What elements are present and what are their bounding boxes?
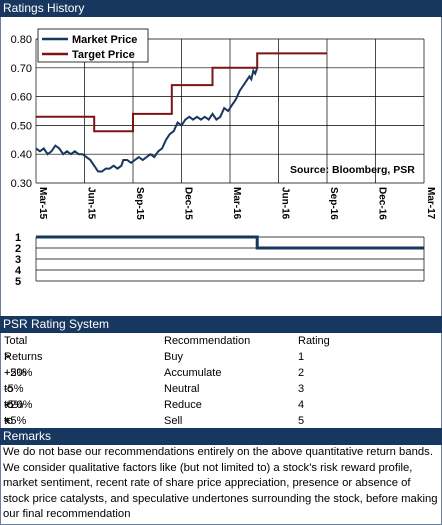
rating-line: [36, 235, 424, 250]
x-tick-label: Sep-15: [134, 187, 145, 220]
y-tick-label: 0.30: [11, 178, 32, 190]
legend-market-label: Market Price: [72, 34, 137, 46]
x-tick-label: Mar-16: [231, 187, 242, 220]
legend-target-label: Target Price: [72, 49, 135, 61]
returns-cell: -5% to +5%: [4, 383, 27, 427]
x-tick-label: Dec-16: [377, 187, 388, 220]
x-tick-label: Jun-16: [280, 187, 291, 220]
x-tick-label: Sep-16: [328, 187, 339, 220]
market-price-line: [35, 67, 259, 173]
recommendation-cell: Buy: [164, 351, 183, 363]
source-annotation: Source: Bloomberg, PSR: [290, 164, 415, 176]
y-tick-label: 0.80: [11, 34, 32, 46]
legend-box: [37, 28, 149, 63]
rating-cell: 2: [298, 367, 305, 379]
rating-cell: 5: [298, 415, 305, 427]
price-grid: [35, 38, 425, 184]
returns-cell: > +20%: [4, 351, 33, 379]
psr-rating-system-header: PSR Rating System: [0, 316, 442, 333]
rating-cell: 1: [298, 351, 305, 363]
y-tick-label: 0.60: [11, 92, 32, 104]
chart-legend: Market Price Target Price: [37, 28, 149, 63]
rating-y-label: 5: [15, 276, 21, 288]
recommendation-cell: Reduce: [164, 399, 202, 411]
target-price-line: [36, 52, 327, 133]
header-recommendation: Recommendation: [164, 335, 251, 347]
rating-cell: 4: [298, 399, 305, 411]
rating-y-label: 4: [15, 265, 22, 277]
header-rating: Rating: [298, 335, 330, 347]
rating-y-label: 2: [15, 243, 21, 255]
remarks-text: We do not base our recommendations entir…: [3, 446, 438, 521]
x-tick-label: Mar-15: [37, 187, 48, 220]
returns-cell: +5% to +20%: [4, 367, 33, 411]
recommendation-cell: Sell: [164, 415, 183, 427]
x-tick-label: Jun-15: [86, 187, 97, 220]
recommendation-cell: Neutral: [164, 383, 200, 395]
y-tick-label: 0.70: [11, 63, 32, 75]
price-x-axis: Mar-15 Jun-15 Sep-15 Dec-15 Mar-16 Jun-16 Sep-…: [37, 187, 436, 220]
x-tick-label: Dec-15: [183, 187, 194, 220]
price-chart: 0.30 0.40 0.50 0.60 0.70 0.80 Mar-15 Jun-15 Sep…: [11, 28, 436, 288]
recommendation-cell: Accumulate: [164, 367, 222, 379]
rating-cell: 3: [298, 383, 305, 395]
price-y-axis: 0.30 0.40 0.50 0.60 0.70 0.80: [11, 34, 32, 190]
header-total-returns: Total Returns: [4, 335, 43, 363]
y-tick-label: 0.40: [11, 149, 32, 161]
x-tick-label: Mar-17: [425, 187, 436, 220]
remarks-header: Remarks: [0, 428, 442, 445]
rating-y-label: 3: [15, 254, 21, 266]
rating-y-label: 1: [15, 232, 21, 244]
y-tick-label: 0.50: [11, 120, 32, 132]
ratings-history-header: Ratings History: [0, 0, 442, 17]
